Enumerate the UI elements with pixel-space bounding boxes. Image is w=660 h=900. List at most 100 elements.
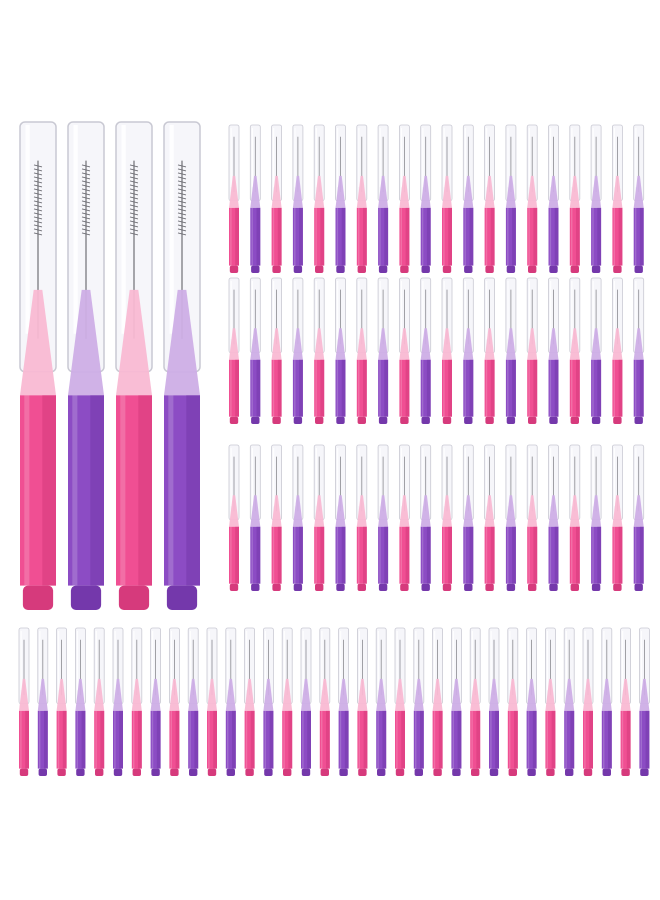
handle-shade xyxy=(597,207,602,266)
bristle xyxy=(177,180,187,184)
brush-foot xyxy=(395,768,405,776)
brush xyxy=(505,277,517,424)
brush-collar xyxy=(564,678,575,711)
cap-highlight xyxy=(25,125,30,334)
cap-highlight xyxy=(490,631,492,691)
brush-handle xyxy=(470,710,481,769)
handle-shine xyxy=(527,710,530,769)
brush xyxy=(271,277,283,424)
handle-shade xyxy=(299,526,303,584)
cap-highlight xyxy=(20,631,22,691)
brush-collar xyxy=(314,328,325,360)
brush-handle xyxy=(338,710,349,769)
brush-handle xyxy=(527,207,538,266)
handle-shine xyxy=(452,710,454,769)
cap-highlight xyxy=(622,631,624,691)
bristle xyxy=(33,196,43,200)
handle-shine xyxy=(549,526,552,584)
brush-handle xyxy=(633,359,644,417)
handle-shade xyxy=(277,207,282,266)
handle-shine xyxy=(443,526,445,584)
handle-shade xyxy=(341,526,346,584)
cap-highlight xyxy=(400,128,403,188)
brush-collar xyxy=(507,678,518,711)
brush xyxy=(225,627,237,776)
brush-handle xyxy=(526,710,537,769)
handle-shine xyxy=(613,526,615,584)
brush-collar xyxy=(271,328,282,360)
brush-handle xyxy=(229,207,239,266)
brush-handle xyxy=(314,359,325,417)
handle-shine xyxy=(379,526,381,584)
handle-shine xyxy=(114,710,116,769)
brush-collar xyxy=(338,678,349,711)
handle-shine xyxy=(634,359,637,417)
handle-shade xyxy=(533,359,538,417)
brush-foot xyxy=(506,265,516,273)
brush-handle xyxy=(591,359,602,417)
brush-handle xyxy=(113,710,123,769)
handle-shine xyxy=(640,710,642,769)
bristle xyxy=(33,212,43,216)
cap-highlight xyxy=(358,448,360,507)
brush-collar xyxy=(395,678,405,711)
handle-shine xyxy=(358,359,360,417)
handle-shine xyxy=(336,526,339,584)
brush-foot xyxy=(489,768,499,776)
handle-shade xyxy=(469,359,474,417)
brush-collar xyxy=(131,678,142,711)
handle-shine xyxy=(272,359,275,417)
brush-handle xyxy=(75,710,86,769)
bristle xyxy=(177,232,187,236)
brush-foot xyxy=(464,416,473,424)
cap-highlight xyxy=(321,631,323,691)
cap-highlight xyxy=(358,281,360,340)
brush-handle xyxy=(420,207,431,266)
brush-handle xyxy=(314,207,325,266)
brush xyxy=(377,444,389,591)
brush-foot xyxy=(613,265,622,273)
handle-shade xyxy=(476,710,481,769)
brush-collar xyxy=(399,495,410,527)
brush-collar xyxy=(229,175,239,208)
bristle xyxy=(81,204,91,208)
brush-collar xyxy=(442,175,452,208)
brush-collar xyxy=(263,678,274,711)
cap-highlight xyxy=(507,128,509,188)
brush-handle xyxy=(505,526,516,584)
brush-handle xyxy=(612,207,623,266)
bristle xyxy=(81,188,91,192)
bristle xyxy=(33,216,43,220)
cap-highlight xyxy=(635,281,637,340)
handle-shade xyxy=(269,710,274,769)
cap-highlight xyxy=(302,631,304,691)
handle-shine xyxy=(471,710,473,769)
brush-collar xyxy=(569,175,580,208)
handle-shine xyxy=(245,710,248,769)
cap-highlight xyxy=(400,281,403,340)
brush-collar xyxy=(463,175,474,208)
bristle xyxy=(81,232,91,236)
cap-highlight xyxy=(337,448,339,507)
cap-highlight xyxy=(121,125,126,334)
handle-shine xyxy=(546,710,548,769)
handle-shade xyxy=(277,359,282,417)
brush-collar xyxy=(413,678,424,711)
brush-handle xyxy=(37,710,48,769)
brush-handle xyxy=(301,710,311,769)
brush-handle xyxy=(545,710,556,769)
handle-shine xyxy=(24,395,30,586)
handle-shade xyxy=(533,207,538,266)
handle-shade xyxy=(384,207,389,266)
brush-foot xyxy=(634,416,643,424)
brush-foot xyxy=(336,265,345,273)
bristle xyxy=(33,188,43,192)
brush-collar xyxy=(356,328,367,360)
brush-foot xyxy=(591,583,601,591)
handle-shade xyxy=(426,526,431,584)
brush-foot xyxy=(229,265,239,273)
brush xyxy=(590,277,602,424)
cap-highlight xyxy=(584,631,586,691)
bristle xyxy=(129,216,139,220)
bristle xyxy=(129,168,139,172)
